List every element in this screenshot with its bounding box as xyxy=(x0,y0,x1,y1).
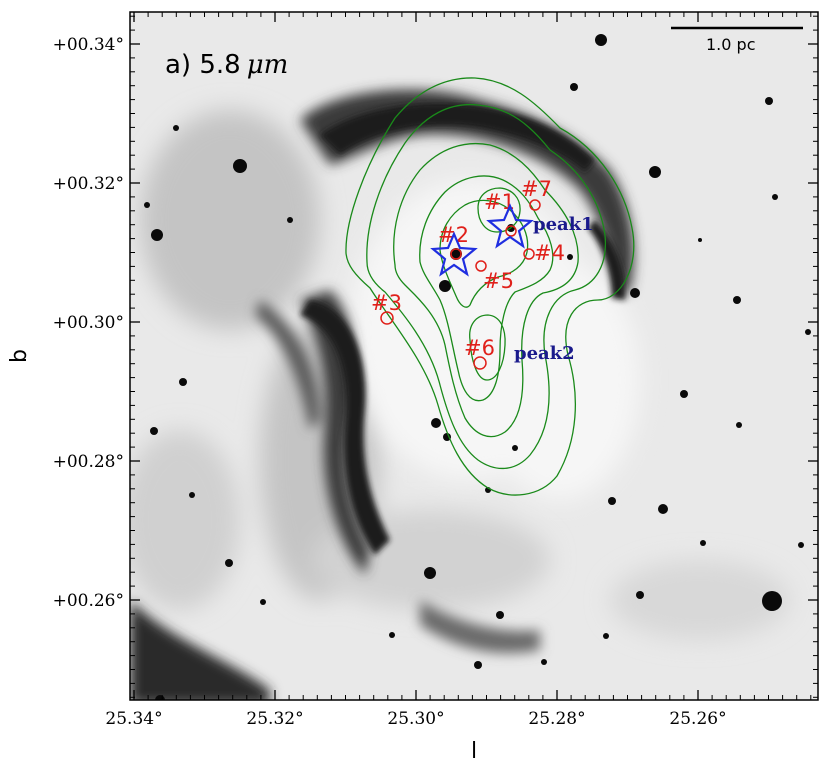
source-marker-4 xyxy=(523,248,535,260)
source-marker-2 xyxy=(450,248,462,260)
panel-label-prefix: a) 5.8 xyxy=(165,50,241,80)
contour-level-5 xyxy=(439,199,529,308)
source-marker-5 xyxy=(475,260,487,272)
x-axis-title: l xyxy=(471,739,477,764)
y-axis-title: b xyxy=(7,349,32,363)
source-label-5: #5 xyxy=(483,269,514,293)
x-tick-label: 25.34° xyxy=(105,709,162,729)
peak-star-1 xyxy=(486,203,534,249)
source-marker-6 xyxy=(473,356,487,370)
x-tick-label: 25.30° xyxy=(387,709,444,729)
x-tick-label: 25.32° xyxy=(246,709,303,729)
y-tick-label: +00.32° xyxy=(53,174,124,194)
contour-level-2 xyxy=(366,103,607,470)
source-label-6: #6 xyxy=(464,336,495,360)
contour-level-7 xyxy=(469,314,506,381)
panel-label-unit: μm xyxy=(247,50,289,80)
scale-bar-label: 1.0 pc xyxy=(706,35,755,54)
x-tick-label: 25.26° xyxy=(669,709,726,729)
plot-frame xyxy=(129,11,819,701)
y-tick-label: +00.30° xyxy=(53,313,124,333)
peak-markers xyxy=(430,203,534,277)
contour-level-4 xyxy=(419,175,554,402)
peak-star-2 xyxy=(430,231,478,277)
y-tick-label: +00.26° xyxy=(53,591,124,611)
x-tick-label: 25.28° xyxy=(528,709,585,729)
infrared-image xyxy=(130,12,818,700)
panel-label: a) 5.8 μm xyxy=(165,50,288,80)
peak-label-1: peak1 xyxy=(533,214,594,235)
minor-tick-marks xyxy=(130,12,818,700)
source-marker-1 xyxy=(505,225,517,237)
source-label-3: #3 xyxy=(371,291,402,315)
y-tick-label: +00.28° xyxy=(53,452,124,472)
source-label-4: #4 xyxy=(534,241,565,265)
peak-label-2: peak2 xyxy=(514,343,575,364)
yso-markers xyxy=(380,199,541,370)
source-marker-3 xyxy=(380,311,394,325)
contour-level-6 xyxy=(477,187,521,233)
y-tick-label: +00.34° xyxy=(53,35,124,55)
source-label-7: #7 xyxy=(521,177,552,201)
source-label-1: #1 xyxy=(484,190,515,214)
molecular-contours xyxy=(345,77,635,496)
contour-level-1 xyxy=(345,77,635,496)
contour-level-3 xyxy=(393,142,579,438)
source-marker-7 xyxy=(529,199,541,211)
